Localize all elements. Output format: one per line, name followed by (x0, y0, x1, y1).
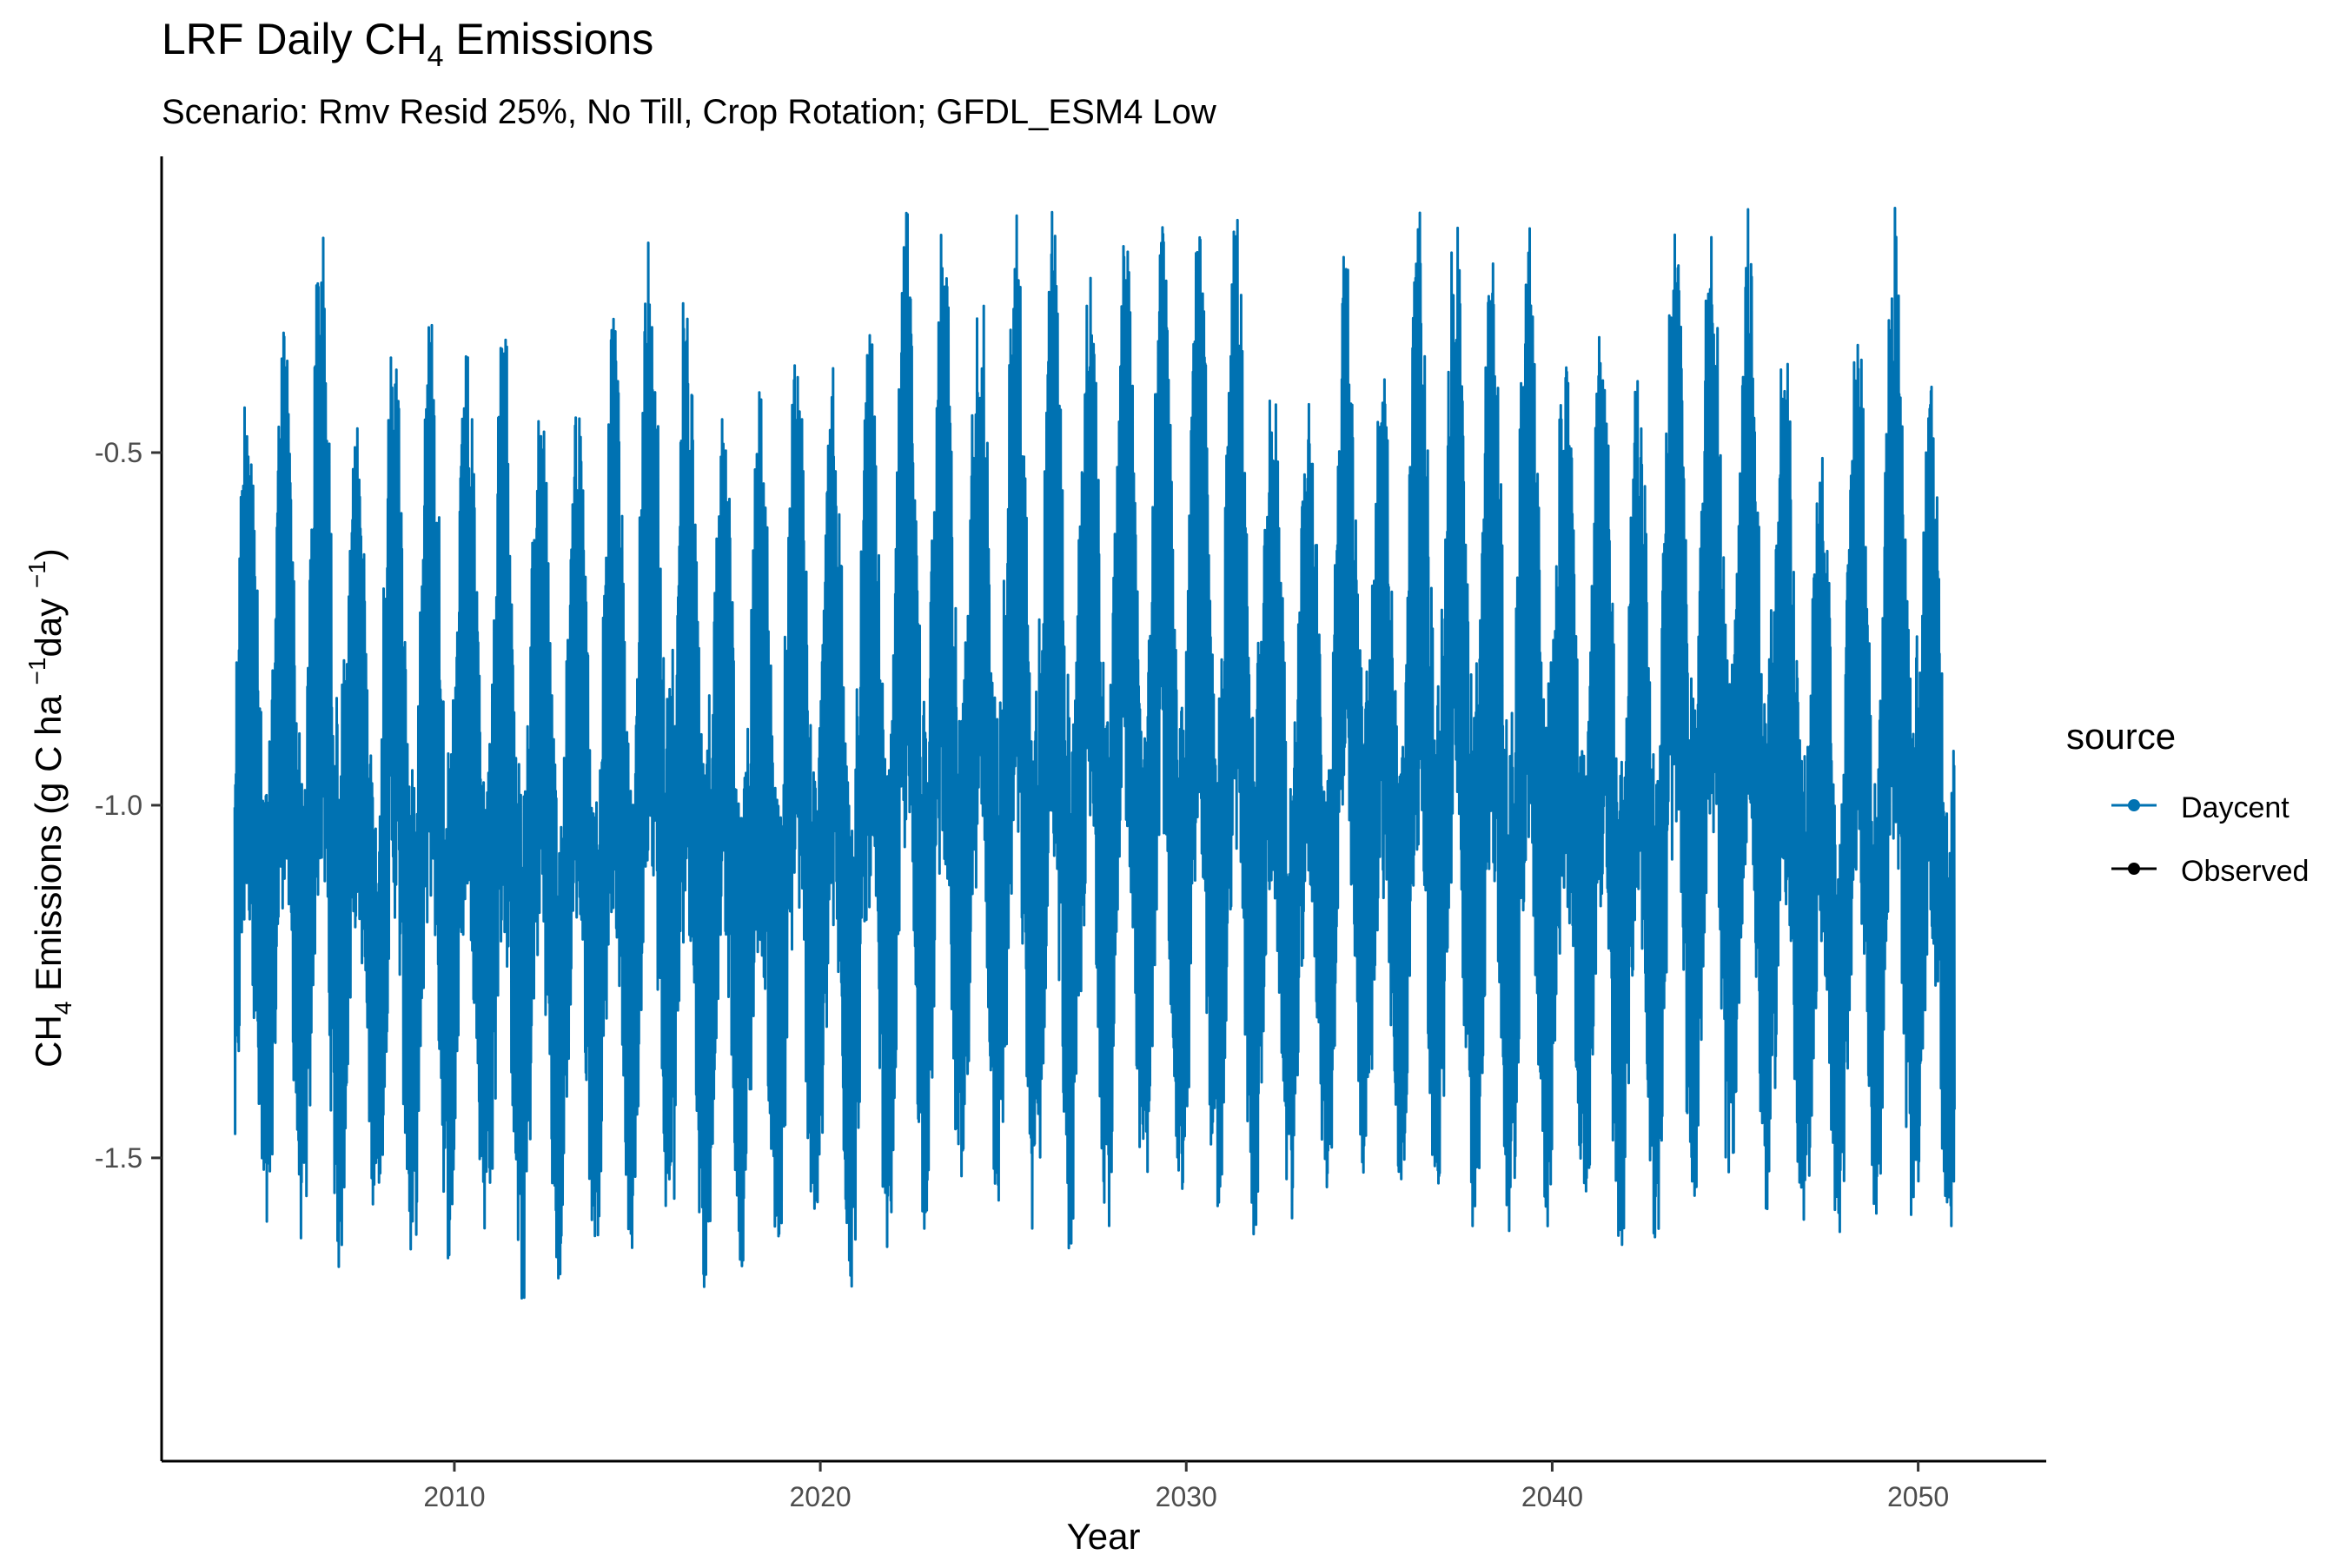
y-axis-label: CH4 Emissions (g C ha −1day −1) (23, 548, 76, 1068)
x-axis-label: Year (1067, 1516, 1141, 1557)
x-tick-label: 2030 (1156, 1481, 1217, 1512)
y-axis-ticks: -0.5 -1.0 -1.5 (95, 437, 162, 1174)
x-tick-label: 2040 (1521, 1481, 1583, 1512)
chart-title: LRF Daily CH4 Emissions (162, 15, 653, 73)
legend-item-observed: Observed (2111, 855, 2309, 888)
legend-label-observed: Observed (2181, 855, 2309, 888)
legend-key-point-daycent (2128, 799, 2140, 811)
y-tick-label: -1.5 (95, 1142, 142, 1174)
x-tick-label: 2020 (790, 1481, 852, 1512)
series-line-daycent (233, 207, 1956, 1300)
legend-key-point-observed (2128, 863, 2140, 875)
y-tick-label: -0.5 (95, 437, 142, 468)
legend: source Daycent Observed (2066, 716, 2309, 888)
x-axis-ticks: 2010 2020 2030 2040 2050 (423, 1461, 1949, 1512)
legend-item-daycent: Daycent (2111, 791, 2290, 824)
x-tick-label: 2010 (423, 1481, 485, 1512)
plot-area (233, 207, 1956, 1300)
y-tick-label: -1.0 (95, 790, 142, 821)
legend-label-daycent: Daycent (2181, 791, 2290, 824)
x-tick-label: 2050 (1887, 1481, 1949, 1512)
chart-subtitle: Scenario: Rmv Resid 25%, No Till, Crop R… (162, 93, 1216, 131)
legend-title: source (2066, 716, 2176, 757)
